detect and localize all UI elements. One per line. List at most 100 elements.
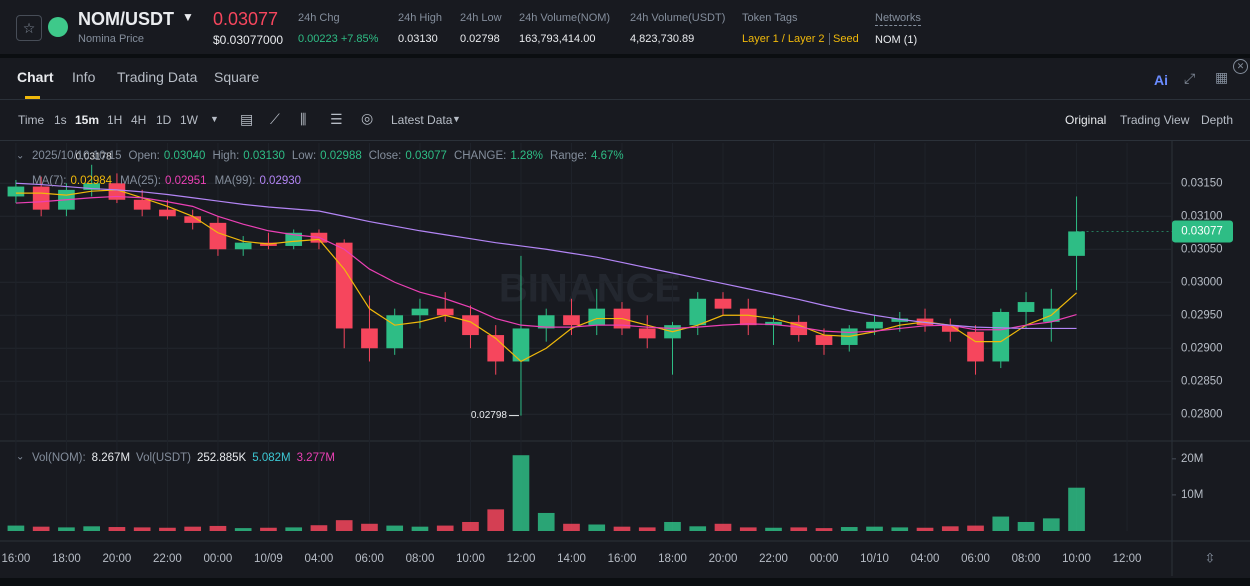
- ma-line: [15, 189, 1077, 363]
- volume-bar: [916, 527, 934, 531]
- legend-text: 3.277M: [297, 452, 335, 464]
- last-price-label: 0.03077: [1181, 225, 1223, 237]
- y-tick-label: 0.02950: [1181, 309, 1223, 321]
- dropdown-arrow[interactable]: ▼: [210, 114, 219, 124]
- volume-bar: [537, 512, 555, 531]
- x-tick-label: 20:00: [709, 553, 738, 565]
- candle-body: [790, 321, 808, 336]
- x-tick-label: 22:00: [759, 553, 788, 565]
- dropdown-arrow[interactable]: ▼: [452, 114, 461, 124]
- ai-button[interactable]: Ai: [1154, 72, 1168, 88]
- settings-list-icon[interactable]: ☰: [330, 111, 343, 127]
- interval: Time: [18, 113, 45, 127]
- stat-label: 24h Volume(USDT): [630, 12, 726, 24]
- interval[interactable]: 1W: [180, 113, 198, 127]
- volume-bar: [58, 527, 75, 531]
- candle-body: [386, 315, 404, 349]
- view-active[interactable]: Original: [1065, 113, 1107, 127]
- x-tick-label: 10/10: [860, 553, 889, 565]
- stat-label: 24h Chg: [298, 12, 340, 24]
- x-tick-label: 14:00: [557, 553, 586, 565]
- volume-bar: [689, 526, 707, 531]
- candle-body: [967, 331, 984, 362]
- x-tick-label: 06:00: [961, 553, 990, 565]
- settings-icon[interactable]: ◎: [361, 110, 374, 126]
- view[interactable]: Trading View: [1120, 113, 1190, 127]
- candle-body: [234, 242, 252, 250]
- close-icon[interactable]: ✕: [1233, 59, 1248, 74]
- x-tick-label: 00:00: [810, 553, 839, 565]
- latest-data[interactable]: Latest Data: [391, 113, 453, 127]
- stat-value: 163,793,414.00: [519, 33, 596, 45]
- pair-name[interactable]: NOM/USDT: [78, 9, 174, 29]
- calendar-icon[interactable]: ▤: [240, 111, 254, 127]
- favorite-button[interactable]: ☆: [16, 15, 42, 41]
- interval[interactable]: 1H: [107, 113, 123, 127]
- networks-label: Networks: [875, 12, 921, 26]
- x-tick-label: 22:00: [153, 553, 182, 565]
- candle-body: [638, 328, 656, 339]
- layout-icon[interactable]: ▦: [1215, 69, 1229, 85]
- volume-tick-label: 20M: [1181, 453, 1203, 465]
- candle-body: [815, 335, 833, 345]
- candle-body: [941, 325, 959, 332]
- legend-text: MA(99):: [215, 175, 256, 187]
- volume-tick-label: 10M: [1181, 489, 1203, 501]
- expand-icon[interactable]: ⤢: [1184, 70, 1196, 86]
- y-tick-label: 0.02900: [1181, 342, 1223, 354]
- interval-active[interactable]: 15m: [75, 113, 100, 127]
- x-tick-label: 06:00: [355, 553, 384, 565]
- low-label: 0.02798: [471, 410, 508, 421]
- chart-type-icon[interactable]: ⫼: [300, 111, 307, 127]
- candle-body: [32, 186, 50, 210]
- legend-text: Vol(NOM):: [32, 452, 86, 464]
- stat-label: 24h Volume(NOM): [519, 12, 611, 24]
- token-tag[interactable]: Layer 1 / Layer 2: [742, 33, 830, 45]
- candle-body: [133, 199, 151, 210]
- candle-body: [159, 209, 176, 217]
- interval[interactable]: 1s: [54, 113, 67, 127]
- token-tag[interactable]: Seed: [833, 33, 859, 45]
- view[interactable]: Depth: [1201, 113, 1234, 127]
- tab[interactable]: Trading Data: [117, 69, 198, 85]
- candle-body: [563, 315, 580, 326]
- last-price-tag: [1172, 220, 1233, 243]
- tab-active[interactable]: Chart: [17, 69, 54, 85]
- volume-bar: [436, 525, 454, 531]
- candle-body: [108, 183, 126, 200]
- plot-background: [0, 141, 1250, 578]
- networks-value[interactable]: NOM (1): [875, 34, 918, 46]
- pair-dropdown[interactable]: ▼: [182, 10, 194, 24]
- volume-bar: [260, 527, 277, 531]
- token-logo: [48, 17, 68, 37]
- volume-bar: [790, 527, 808, 531]
- volume-bar: [411, 526, 429, 531]
- tab[interactable]: Info: [72, 69, 96, 85]
- legend-line: 2025/10/10 10:15 Open: 0.03040 High: 0.03130…: [32, 150, 624, 162]
- legend-text: Vol(USDT): [136, 452, 191, 464]
- legend-toggle: ⌄: [16, 452, 24, 463]
- interval[interactable]: 4H: [131, 113, 147, 127]
- legend-text: CHANGE:: [454, 150, 506, 162]
- tab[interactable]: Square: [214, 69, 260, 85]
- indicator-icon[interactable]: ⟋: [270, 111, 280, 127]
- candle-body: [184, 216, 202, 223]
- token-name[interactable]: Nomina Price: [78, 33, 145, 45]
- volume-bar: [638, 527, 656, 531]
- volume-bar: [487, 509, 505, 531]
- volume-bar: [664, 521, 681, 531]
- ma-line: [15, 182, 1077, 330]
- y-tick-label: 0.03150: [1181, 177, 1223, 189]
- volume-bar: [310, 525, 328, 531]
- x-tick-label: 08:00: [406, 553, 435, 565]
- last-price: 0.03077: [213, 9, 279, 29]
- y-tick-label: 0.03050: [1181, 243, 1223, 255]
- candle-body: [411, 308, 429, 316]
- volume-bar: [891, 527, 909, 531]
- x-tick-label: 18:00: [658, 553, 687, 565]
- volume-bar: [512, 455, 530, 531]
- interval[interactable]: 1D: [156, 113, 172, 127]
- stat-label: 24h Low: [460, 12, 502, 24]
- x-tick-label: 04:00: [911, 553, 940, 565]
